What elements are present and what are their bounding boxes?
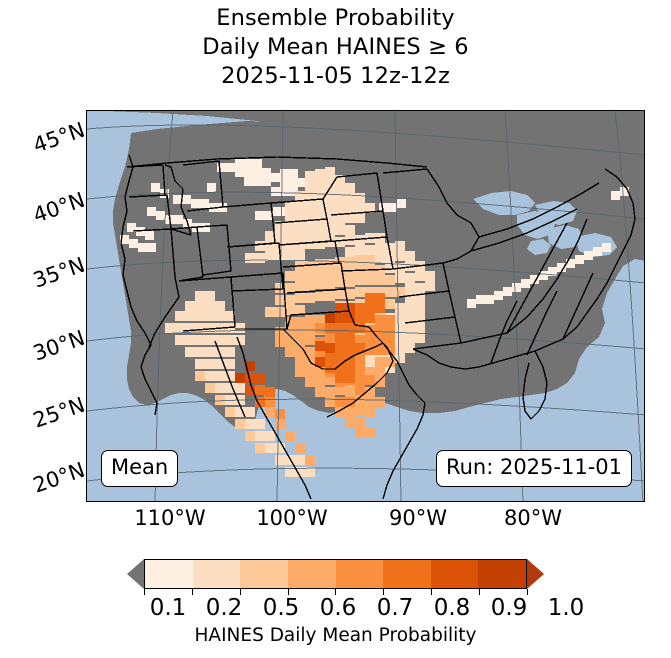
run-label-text: Run: 2025-11-01 <box>445 455 622 479</box>
colorbar-swatch-2 <box>240 560 288 588</box>
colorbar-label-5: 0.8 <box>433 595 471 621</box>
lat-tick-35n: 35°N <box>30 252 88 293</box>
lon-tick-110w: 110°W <box>134 506 206 530</box>
title-line-2: Daily Mean HAINES ≥ 6 <box>202 34 469 60</box>
colorbar-tick-6 <box>431 589 433 595</box>
colorbar-swatch-3 <box>287 560 336 588</box>
lat-tick-40n: 40°N <box>30 187 88 228</box>
colorbar-label-6: 0.9 <box>490 595 528 621</box>
colorbar-title: HAINES Daily Mean Probability <box>194 625 477 646</box>
title-line-3: 2025-11-05 12z-12z <box>221 63 450 89</box>
colorbar-tick-0 <box>144 589 146 595</box>
colorbar-label-7: 1.0 <box>547 595 585 621</box>
colorbar[interactable]: 0.1 0.2 0.5 0.6 0.7 0.8 0.9 1.0 HAINES D… <box>0 557 671 658</box>
probability-map[interactable]: Mean Run: 2025-11-01 <box>86 110 645 502</box>
colorbar-swatch-1 <box>192 560 241 588</box>
lat-tick-20n: 20°N <box>30 457 88 498</box>
colorbar-tick-2 <box>240 589 242 595</box>
colorbar-extend-under <box>127 559 144 589</box>
colorbar-swatch-6 <box>430 560 479 588</box>
colorbar-tick-3 <box>288 589 290 595</box>
member-label-box: Mean <box>101 450 179 487</box>
colorbar-swatch-5 <box>383 560 431 588</box>
colorbar-tick-1 <box>192 589 194 595</box>
colorbar-label-2: 0.5 <box>262 595 300 621</box>
colorbar-swatches <box>144 559 527 589</box>
page-title: Ensemble Probability Daily Mean HAINES ≥… <box>0 4 671 91</box>
colorbar-swatch-4 <box>335 560 384 588</box>
colorbar-tick-5 <box>383 589 385 595</box>
colorbar-swatch-0 <box>145 560 193 588</box>
colorbar-label-4: 0.7 <box>376 595 414 621</box>
colorbar-extend-over <box>527 559 544 589</box>
colorbar-tick-8 <box>527 589 529 595</box>
lon-tick-90w: 90°W <box>389 506 447 530</box>
lon-tick-100w: 100°W <box>256 506 328 530</box>
colorbar-label-0: 0.1 <box>149 595 187 621</box>
lat-tick-25n: 25°N <box>30 392 88 433</box>
title-line-1: Ensemble Probability <box>216 5 455 31</box>
lon-tick-80w: 80°W <box>504 506 562 530</box>
run-label-box: Run: 2025-11-01 <box>435 450 632 487</box>
map-layers <box>87 111 644 501</box>
colorbar-tick-7 <box>479 589 481 595</box>
colorbar-swatch-7 <box>478 560 526 588</box>
colorbar-label-3: 0.6 <box>319 595 357 621</box>
colorbar-label-1: 0.2 <box>205 595 243 621</box>
lat-tick-45n: 45°N <box>30 117 88 158</box>
member-label-text: Mean <box>111 455 169 479</box>
colorbar-tick-4 <box>335 589 337 595</box>
lat-tick-30n: 30°N <box>30 325 88 366</box>
